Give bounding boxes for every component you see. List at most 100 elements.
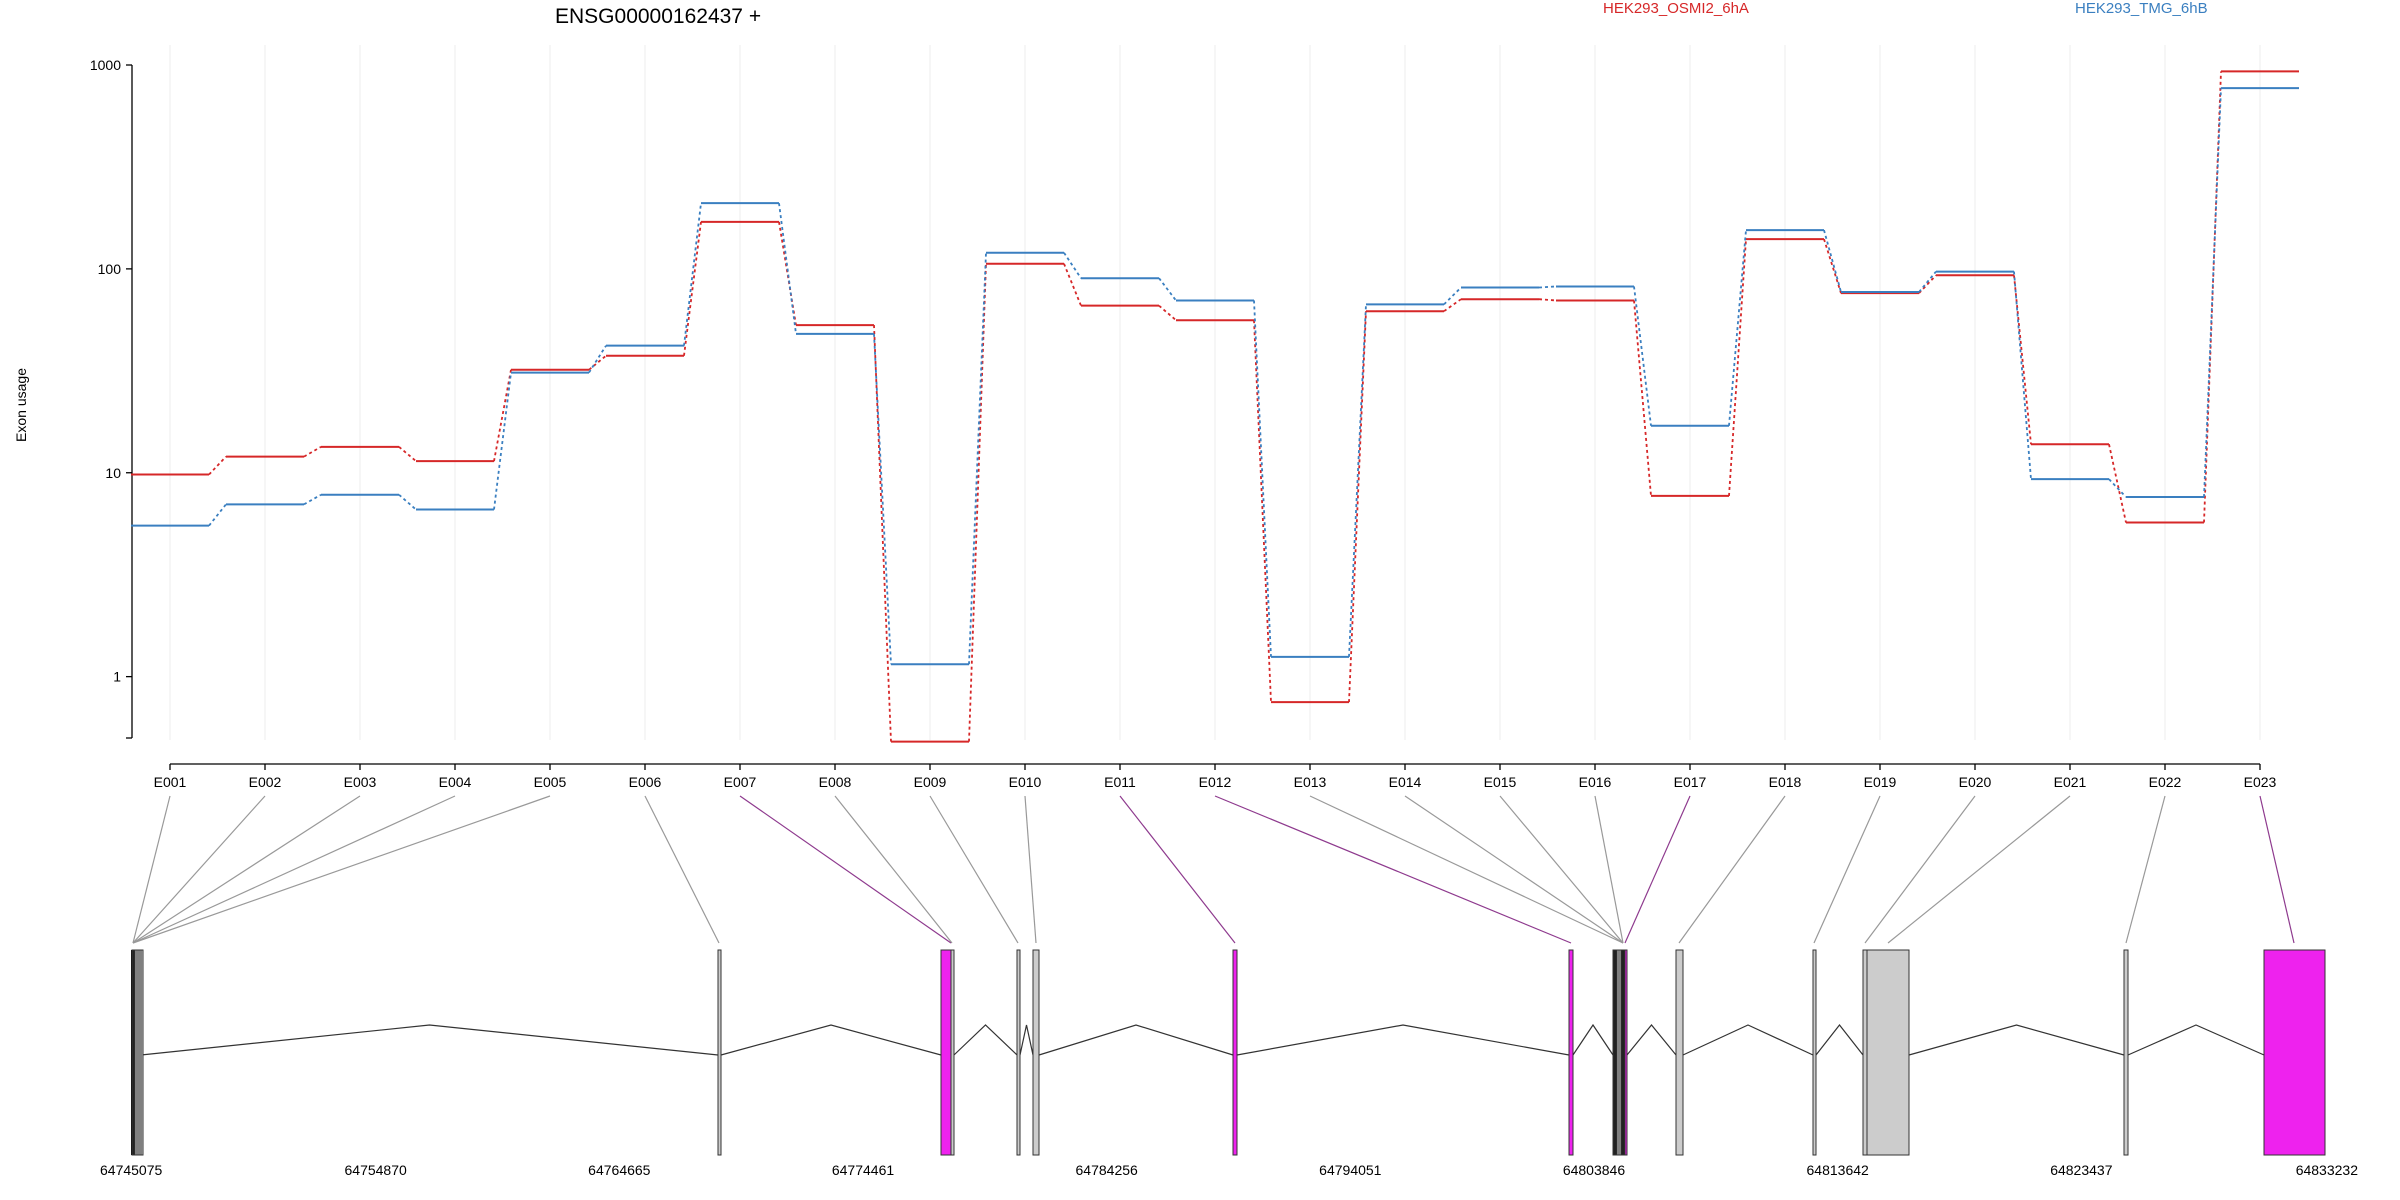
series-2-connector-22: [2203, 88, 2222, 498]
connector-e008: [834, 795, 953, 944]
series-2-connector-6: [683, 203, 702, 346]
series-1-connector-19: [1918, 274, 1937, 294]
connector-e023: [2259, 795, 2295, 944]
x-tick-label-e009: E009: [914, 774, 947, 790]
x-tick-label-e018: E018: [1769, 774, 1802, 790]
series-2-connector-21: [2108, 478, 2127, 498]
connector-e012: [1214, 795, 1572, 944]
exon-box-e020: [1862, 949, 1868, 1156]
x-tick-label-e014: E014: [1389, 774, 1422, 790]
series-2-connector-7: [778, 203, 797, 334]
series-1-connector-3: [398, 446, 417, 462]
x-tick-label-e012: E012: [1199, 774, 1232, 790]
intron-9: [1682, 1024, 1814, 1056]
x-tick-label-e001: E001: [154, 774, 187, 790]
coord-label-3: 64764665: [588, 1162, 651, 1178]
series-1-connector-6: [683, 221, 702, 356]
legend-entry-1: HEK293_OSMI2_6hA: [1603, 0, 1749, 17]
series-2-connector-13: [1348, 304, 1367, 657]
series-1: [131, 70, 2299, 743]
series-2-connector-8: [873, 333, 892, 665]
x-tick-label-e003: E003: [344, 774, 377, 790]
series-1-connector-16: [1633, 300, 1652, 496]
y-tick-label-10: 10: [105, 465, 121, 481]
legend-entry-2: HEK293_TMG_6hB: [2075, 0, 2208, 17]
connector-e010: [1024, 795, 1037, 944]
series-2-connector-1: [208, 503, 227, 527]
series-2-connector-12: [1253, 300, 1272, 657]
x-tick-label-e015: E015: [1484, 774, 1517, 790]
coord-label-8: 64813642: [1807, 1162, 1870, 1178]
exon-box-e008: [950, 949, 955, 1156]
coord-label-7: 64803846: [1563, 1162, 1626, 1178]
x-tick-label-e017: E017: [1674, 774, 1707, 790]
x-tick-label-e016: E016: [1579, 774, 1612, 790]
exon-box-e011: [1232, 949, 1238, 1156]
exon-box-e021: [1866, 949, 1910, 1156]
series-1-connector-13: [1348, 311, 1367, 703]
series-2-connector-16: [1633, 286, 1652, 426]
intron-10: [1815, 1024, 1864, 1056]
connector-e005: [132, 795, 551, 944]
intron-1: [140, 1024, 719, 1056]
series-2-connector-19: [1918, 270, 1937, 293]
x-tick-label-e020: E020: [1959, 774, 1992, 790]
connector-e014: [1404, 795, 1624, 944]
series-1-connector-2: [303, 446, 322, 458]
connector-e022: [2125, 795, 2166, 944]
x-tick-label-e021: E021: [2054, 774, 2087, 790]
connector-e002: [132, 795, 266, 944]
connector-e003: [132, 795, 361, 944]
series-2-connector-9: [968, 252, 987, 665]
x-tick-label-e002: E002: [249, 774, 282, 790]
intron-6: [1236, 1024, 1570, 1056]
connector-e009: [929, 795, 1019, 944]
exon-box-e013: [1612, 949, 1618, 1156]
connector-e017: [1624, 795, 1691, 944]
coord-label-5: 64784256: [1076, 1162, 1139, 1178]
intron-12: [2127, 1024, 2265, 1056]
coord-label-4: 64774461: [832, 1162, 895, 1178]
series-2-connector-4: [493, 372, 512, 510]
connector-e007: [739, 795, 952, 944]
series-2-connector-5: [588, 345, 607, 374]
y-tick-label-100: 100: [98, 261, 122, 277]
exon-box-e018: [1675, 949, 1684, 1156]
connector-e001: [132, 795, 171, 944]
series-1-connector-15: [1538, 298, 1557, 302]
connector-e013: [1309, 795, 1624, 944]
y-tick-label-1000: 1000: [90, 57, 121, 73]
connector-e004: [132, 795, 456, 944]
x-tick-label-e010: E010: [1009, 774, 1042, 790]
series-2: [131, 87, 2299, 666]
intron-4: [1019, 1024, 1034, 1056]
exon-box-e007: [940, 949, 952, 1156]
series-2-connector-3: [398, 494, 417, 511]
series-2-connector-20: [2013, 271, 2032, 480]
series-2-connector-2: [303, 493, 322, 506]
series-1-connector-10: [1063, 263, 1082, 307]
connector-e020: [1864, 795, 1976, 944]
series-2-connector-11: [1158, 277, 1177, 302]
exon-box-e012: [1568, 949, 1574, 1156]
series-1-connector-14: [1443, 298, 1462, 312]
intron-8: [1626, 1024, 1677, 1056]
x-tick-label-e004: E004: [439, 774, 472, 790]
series-1-connector-8: [873, 325, 892, 742]
exon-box-e005: [140, 949, 144, 1156]
grid-lines: [169, 45, 2261, 740]
series-2-connector-10: [1063, 252, 1082, 279]
series-1-connector-11: [1158, 304, 1177, 321]
y-tick-label-1: 1: [113, 669, 121, 685]
intron-2: [720, 1024, 942, 1056]
series-1-connector-9: [968, 263, 987, 742]
series-2-connector-15: [1538, 285, 1557, 289]
exon-connectors: [132, 795, 2295, 944]
series-2-connector-18: [1823, 229, 1842, 293]
series-1-connector-5: [588, 355, 607, 371]
series-2-connector-17: [1728, 229, 1747, 426]
x-axis: E001 E002 E003 E004 E005 E006 E007 E008 E009 E010…: [154, 763, 2277, 790]
chart-title: ENSG00000162437 +: [555, 5, 761, 28]
